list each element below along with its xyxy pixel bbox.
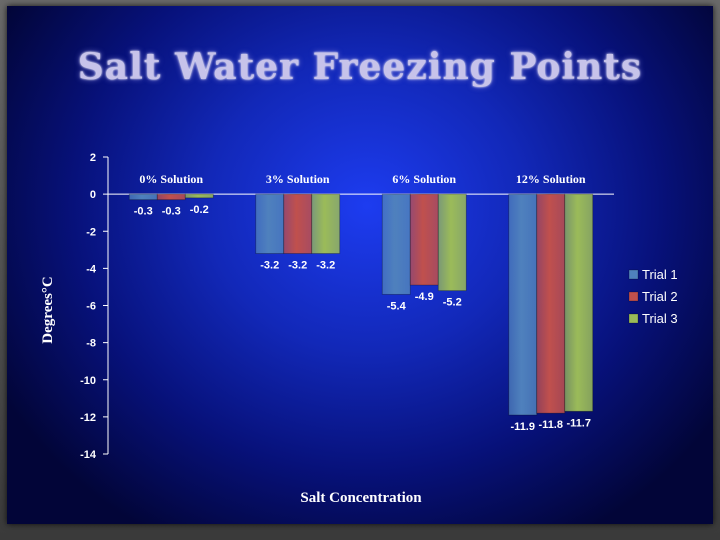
x-axis-title: Salt Concentration [300,490,422,506]
bar [255,193,285,254]
bar [184,193,214,199]
category-label: 0% Solution [139,172,203,186]
category-label: 3% Solution [266,172,330,186]
data-label: -5.2 [443,297,462,309]
category-label: 6% Solution [392,172,456,186]
legend-swatch [628,269,639,280]
y-tick-label: -12 [80,412,96,424]
legend-label: Trial 3 [642,311,678,326]
y-tick-label: 2 [90,152,96,164]
bar [508,193,538,416]
bar [564,193,594,412]
y-tick-label: -6 [86,301,96,313]
bar [381,193,411,295]
data-label: -11.9 [511,421,535,433]
bar [311,193,341,254]
y-tick-label: 0 [90,189,96,201]
data-label: -4.9 [415,291,434,303]
y-tick-label: -2 [86,226,96,238]
legend-label: Trial 2 [642,289,678,304]
data-label: -3.2 [316,260,335,272]
data-label: -3.2 [288,260,307,272]
data-label: -3.2 [260,260,279,272]
bar [536,193,566,414]
data-label: -0.3 [134,206,153,218]
y-tick-label: -14 [80,449,97,461]
bar [283,193,313,254]
data-label: -5.4 [387,300,407,312]
data-label: -11.8 [539,419,563,431]
y-tick-label: -10 [80,375,96,387]
bar [128,193,158,201]
y-tick-label: -4 [86,263,97,275]
bar [156,193,186,201]
bar [437,193,467,292]
legend-label: Trial 1 [642,267,678,282]
slide-background [7,6,713,524]
slide-title: Salt Water Freezing Points [77,46,643,88]
y-axis-title: Degrees°C [40,276,56,343]
y-tick-label: -8 [86,338,96,350]
bar [409,193,439,286]
data-label: -0.3 [162,206,181,218]
data-label: -0.2 [190,204,209,216]
category-label: 12% Solution [516,172,586,186]
legend-swatch [628,291,639,302]
legend-swatch [628,313,639,324]
data-label: -11.7 [567,417,591,429]
